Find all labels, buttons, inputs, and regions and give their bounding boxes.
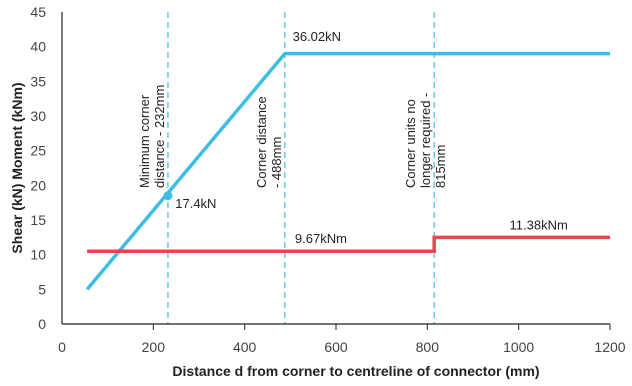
reference-label: Corner distance [254, 96, 269, 188]
reference-lines [167, 12, 435, 324]
x-tick-label: 800 [416, 339, 440, 355]
x-tick-label: 1000 [503, 339, 534, 355]
y-tick-label: 20 [30, 177, 46, 193]
series-lines [85, 51, 610, 291]
reference-label: Minimum corner [137, 94, 152, 188]
reference-label: longer required - [418, 93, 433, 188]
y-tick-label: 10 [30, 247, 46, 263]
y-tick-label: 15 [30, 212, 46, 228]
y-tick-label: 5 [38, 281, 46, 297]
series-line [87, 235, 610, 253]
y-axis-title: Shear (kN) Moment (kNm) [9, 82, 25, 253]
x-tick-label: 200 [142, 339, 166, 355]
value-annotation: 36.02kN [293, 29, 341, 44]
y-tick-label: 30 [30, 108, 46, 124]
y-tick-label: 35 [30, 73, 46, 89]
x-axis-title: Distance d from corner to centreline of … [172, 363, 539, 379]
reference-label: - 488mm [269, 137, 284, 188]
x-tick-label: 600 [324, 339, 348, 355]
y-tick-label: 0 [38, 316, 46, 332]
x-tick-label: 1200 [594, 339, 625, 355]
y-tick-label: 45 [30, 4, 46, 20]
y-tick-label: 40 [30, 39, 46, 55]
x-tick-label: 400 [233, 339, 257, 355]
labels: Minimum corner distance - 232mm Corner dis… [137, 29, 568, 246]
value-annotation: 9.67kNm [295, 231, 347, 246]
value-annotation: 17.4kN [175, 196, 216, 211]
y-tick-label: 25 [30, 143, 46, 159]
x-tick-label: 0 [58, 339, 66, 355]
reference-label: Corner units no [403, 99, 418, 188]
reference-label: distance - 232mm [152, 85, 167, 188]
axes: 0 200 400 600 800 1000 1200 0 5 10 15 20 25 30 35 40 45 D… [9, 4, 626, 379]
reference-label: 815mm [433, 145, 448, 188]
value-annotation: 11.38kNm [510, 218, 568, 233]
data-point-marker [163, 191, 173, 201]
series-line [85, 51, 610, 291]
